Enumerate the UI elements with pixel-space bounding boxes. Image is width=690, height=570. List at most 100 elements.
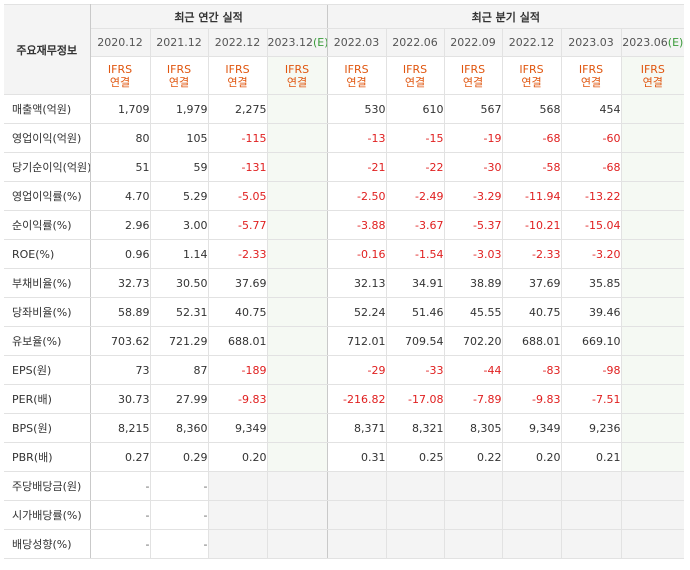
value-cell: -10.21 — [501, 210, 562, 240]
value-cell — [266, 94, 328, 124]
value-cell — [266, 326, 328, 356]
ifrs-label: IFRS — [107, 62, 133, 76]
table-row: 당좌비율(%) 58.89 52.31 40.75 52.24 51.46 45.55 40.… — [4, 297, 685, 327]
consolidated-label: 연결 — [109, 75, 131, 89]
table-row: 당기순이익(억원) 51 59 -131 -21 -22 -30 -58 -68 — [4, 152, 685, 182]
value-cell: -33 — [385, 355, 445, 385]
value-cell: 2,275 — [207, 94, 267, 124]
table-row: 주당배당금(원) - - — [4, 471, 685, 501]
period-label: 2023.06 — [622, 36, 668, 49]
value-cell: 0.96 — [90, 239, 150, 269]
value-cell — [560, 471, 622, 501]
ifrs-label: IFRS — [640, 62, 665, 76]
value-cell: 2.96 — [90, 210, 150, 240]
value-cell: 30.73 — [90, 384, 150, 414]
value-cell — [385, 471, 445, 501]
value-cell: - — [149, 471, 208, 501]
row-label: 영업이익률(%) — [4, 181, 91, 211]
value-cell: -3.20 — [560, 239, 622, 269]
value-cell: -22 — [385, 152, 445, 182]
value-cell: -98 — [560, 355, 622, 385]
value-cell: - — [90, 471, 150, 501]
value-cell: -3.29 — [443, 181, 503, 211]
period-header: 2023.12(E) — [266, 28, 328, 57]
value-cell — [443, 529, 503, 559]
value-cell — [266, 123, 328, 153]
value-cell: -7.51 — [560, 384, 622, 414]
value-cell — [385, 529, 445, 559]
value-cell: 702.20 — [443, 326, 503, 356]
value-cell: 0.27 — [90, 442, 150, 472]
ifrs-consolidated-label: IFRS 연결 — [266, 56, 328, 95]
value-cell: 51 — [90, 152, 150, 182]
period-header: 2021.12 — [149, 28, 208, 57]
row-label: 시가배당률(%) — [4, 500, 91, 530]
row-label: 영업이익(억원) — [4, 123, 91, 153]
value-cell: - — [149, 500, 208, 530]
value-cell: 1,709 — [90, 94, 150, 124]
value-cell: 58.89 — [90, 297, 150, 327]
estimate-marker: (E) — [313, 36, 328, 49]
value-cell: -11.94 — [501, 181, 562, 211]
value-cell: 1,979 — [149, 94, 208, 124]
ifrs-consolidated-label: IFRS 연결 — [385, 56, 445, 95]
estimate-marker: (E) — [667, 36, 684, 49]
row-label: ROE(%) — [4, 239, 91, 269]
value-cell — [501, 529, 562, 559]
value-cell — [620, 268, 685, 298]
ifrs-consolidated-label: IFRS 연결 — [560, 56, 622, 95]
value-cell: 35.85 — [560, 268, 622, 298]
ifrs-label: IFRS — [460, 62, 486, 76]
value-cell: 87 — [149, 355, 208, 385]
period-header: 2022.06 — [385, 28, 445, 57]
value-cell: 32.73 — [90, 268, 150, 298]
value-cell: 688.01 — [207, 326, 267, 356]
value-cell — [266, 471, 328, 501]
value-cell: 567 — [443, 94, 503, 124]
value-cell: 5.29 — [149, 181, 208, 211]
period-header: 2022.03 — [326, 28, 387, 57]
ifrs-consolidated-label: IFRS 연결 — [326, 56, 387, 95]
value-cell — [620, 384, 685, 414]
value-cell: 0.21 — [560, 442, 622, 472]
value-cell: -1.54 — [385, 239, 445, 269]
value-cell: 30.50 — [149, 268, 208, 298]
period-header: 2020.12 — [90, 28, 150, 57]
value-cell: 34.91 — [385, 268, 445, 298]
value-cell: 37.69 — [207, 268, 267, 298]
value-cell — [620, 529, 685, 559]
value-cell: 0.31 — [326, 442, 387, 472]
consolidated-label: 연결 — [286, 75, 308, 89]
value-cell: -29 — [326, 355, 387, 385]
value-cell: 669.10 — [560, 326, 622, 356]
value-cell — [266, 239, 328, 269]
table-row: 유보율(%) 703.62 721.29 688.01 712.01 709.54 702.… — [4, 326, 685, 356]
value-cell — [266, 384, 328, 414]
table-row: 배당성향(%) - - — [4, 529, 685, 559]
value-cell — [560, 529, 622, 559]
value-cell — [620, 123, 685, 153]
value-cell: -9.83 — [501, 384, 562, 414]
value-cell: -7.89 — [443, 384, 503, 414]
ifrs-label: IFRS — [402, 62, 428, 76]
consolidated-label: 연결 — [521, 75, 542, 89]
row-label: 매출액(억원) — [4, 94, 91, 124]
value-cell: 0.20 — [207, 442, 267, 472]
quarter-header: 최근 분기 실적 — [326, 4, 685, 29]
value-cell: -15.04 — [560, 210, 622, 240]
ifrs-consolidated-label: IFRS 연결 — [90, 56, 150, 95]
period-row: 2020.12 2021.12 2022.12 2023.12(E) 2022.03 20… — [4, 28, 685, 57]
value-cell: -30 — [443, 152, 503, 182]
table-row: EPS(원) 73 87 -189 -29 -33 -44 -83 -98 — [4, 355, 685, 385]
value-cell — [620, 326, 685, 356]
consolidated-label: 연결 — [227, 75, 248, 89]
value-cell: 1.14 — [149, 239, 208, 269]
row-label: 당좌비율(%) — [4, 297, 91, 327]
value-cell: 8,371 — [326, 413, 387, 443]
consolidated-label: 연결 — [642, 75, 663, 89]
value-cell: -2.33 — [207, 239, 267, 269]
value-cell: -115 — [207, 123, 267, 153]
consolidated-label: 연결 — [580, 75, 602, 89]
value-cell: -68 — [560, 152, 622, 182]
value-cell: 59 — [149, 152, 208, 182]
